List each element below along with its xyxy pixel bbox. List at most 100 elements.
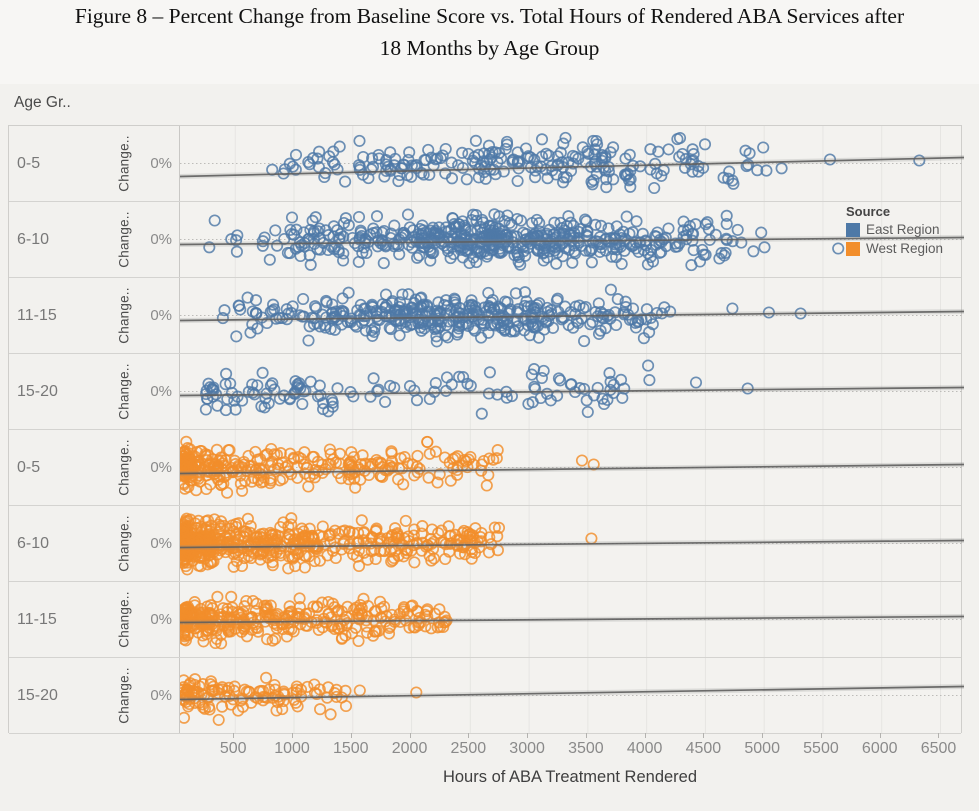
scatter-point[interactable] [335, 304, 348, 317]
row-label-age-group[interactable]: 0-5 [17, 154, 41, 172]
scatter-point[interactable] [230, 245, 243, 258]
scatter-point[interactable] [534, 391, 547, 405]
scatter-point[interactable] [609, 306, 622, 319]
scatter-panel[interactable] [179, 202, 964, 277]
scatter-point[interactable] [669, 237, 682, 250]
scatter-point[interactable] [395, 162, 408, 175]
scatter-point[interactable] [610, 318, 623, 332]
scatter-point[interactable] [324, 458, 337, 471]
scatter-point[interactable] [215, 479, 228, 492]
scatter-point[interactable] [286, 300, 299, 313]
scatter-point[interactable] [261, 633, 274, 646]
scatter-point[interactable] [412, 313, 425, 326]
scatter-point[interactable] [479, 172, 492, 185]
scatter-point[interactable] [741, 382, 754, 395]
scatter-point[interactable] [464, 450, 477, 464]
scatter-point[interactable] [294, 683, 308, 696]
scatter-point[interactable] [255, 476, 268, 489]
scatter-point[interactable] [359, 324, 372, 337]
scatter-point[interactable] [205, 556, 218, 569]
scatter-point[interactable] [267, 298, 280, 311]
scatter-point[interactable] [629, 236, 643, 249]
scatter-point[interactable] [644, 311, 658, 324]
scatter-point[interactable] [526, 318, 539, 331]
scatter-point[interactable] [527, 228, 540, 242]
scatter-point[interactable] [188, 596, 201, 609]
scatter-point[interactable] [199, 447, 212, 461]
scatter-point[interactable] [443, 537, 457, 550]
scatter-point[interactable] [503, 216, 516, 229]
scatter-point[interactable] [428, 607, 441, 620]
scatter-point[interactable] [521, 241, 534, 254]
scatter-point[interactable] [540, 147, 553, 160]
scatter-point[interactable] [284, 223, 297, 236]
scatter-point[interactable] [244, 526, 257, 539]
scatter-point[interactable] [245, 623, 259, 636]
scatter-point[interactable] [501, 209, 514, 222]
scatter-point[interactable] [333, 447, 346, 460]
scatter-point[interactable] [467, 322, 480, 335]
scatter-point[interactable] [719, 246, 732, 259]
scatter-point[interactable] [493, 242, 506, 255]
scatter-point[interactable] [221, 486, 234, 499]
scatter-point[interactable] [585, 175, 598, 188]
scatter-point[interactable] [731, 223, 744, 236]
scatter-panel[interactable] [179, 126, 964, 201]
scatter-point[interactable] [297, 385, 310, 398]
scatter-point[interactable] [379, 395, 392, 408]
scatter-point[interactable] [428, 385, 441, 398]
scatter-point[interactable] [411, 251, 424, 264]
scatter-point[interactable] [431, 152, 444, 165]
scatter-point[interactable] [385, 227, 398, 240]
scatter-point[interactable] [353, 134, 366, 147]
scatter-point[interactable] [423, 168, 436, 181]
scatter-point[interactable] [239, 474, 252, 488]
scatter-point[interactable] [698, 138, 712, 151]
scatter-point[interactable] [521, 151, 534, 165]
scatter-point[interactable] [471, 224, 484, 237]
scatter-point[interactable] [255, 468, 268, 481]
scatter-point[interactable] [747, 245, 760, 258]
scatter-point[interactable] [692, 165, 705, 178]
scatter-point[interactable] [723, 165, 736, 178]
scatter-point[interactable] [533, 217, 546, 230]
scatter-point[interactable] [232, 299, 245, 312]
scatter-point[interactable] [284, 606, 297, 619]
scatter-point[interactable] [208, 513, 221, 526]
scatter-point[interactable] [271, 239, 284, 252]
legend-entry-east[interactable]: East Region [846, 222, 943, 237]
scatter-panel[interactable] [179, 658, 964, 733]
scatter-point[interactable] [389, 303, 402, 316]
scatter-point[interactable] [757, 141, 770, 154]
scatter-point[interactable] [309, 300, 322, 313]
scatter-point[interactable] [544, 304, 557, 317]
scatter-point[interactable] [598, 397, 611, 411]
scatter-point[interactable] [522, 397, 535, 410]
scatter-point[interactable] [439, 142, 452, 156]
scatter-point[interactable] [463, 299, 476, 312]
scatter-point[interactable] [739, 144, 752, 157]
scatter-point[interactable] [182, 450, 196, 463]
scatter-point[interactable] [582, 147, 595, 160]
scatter-point[interactable] [367, 372, 380, 385]
scatter-point[interactable] [410, 686, 423, 699]
scatter-point[interactable] [439, 538, 452, 551]
scatter-point[interactable] [365, 531, 378, 545]
scatter-point[interactable] [216, 615, 229, 628]
scatter-point[interactable] [364, 390, 377, 403]
scatter-point[interactable] [383, 321, 396, 334]
scatter-point[interactable] [302, 334, 315, 347]
scatter-point[interactable] [307, 467, 320, 480]
scatter-point[interactable] [385, 555, 398, 568]
scatter-point[interactable] [775, 162, 788, 175]
scatter-point[interactable] [276, 703, 289, 716]
scatter-point[interactable] [435, 524, 448, 537]
scatter-point[interactable] [431, 476, 444, 489]
scatter-point[interactable] [320, 294, 333, 307]
scatter-point[interactable] [352, 608, 365, 621]
scatter-point[interactable] [512, 255, 525, 268]
scatter-point[interactable] [396, 288, 409, 301]
scatter-point[interactable] [465, 552, 478, 565]
scatter-point[interactable] [529, 171, 542, 184]
scatter-point[interactable] [285, 306, 298, 319]
